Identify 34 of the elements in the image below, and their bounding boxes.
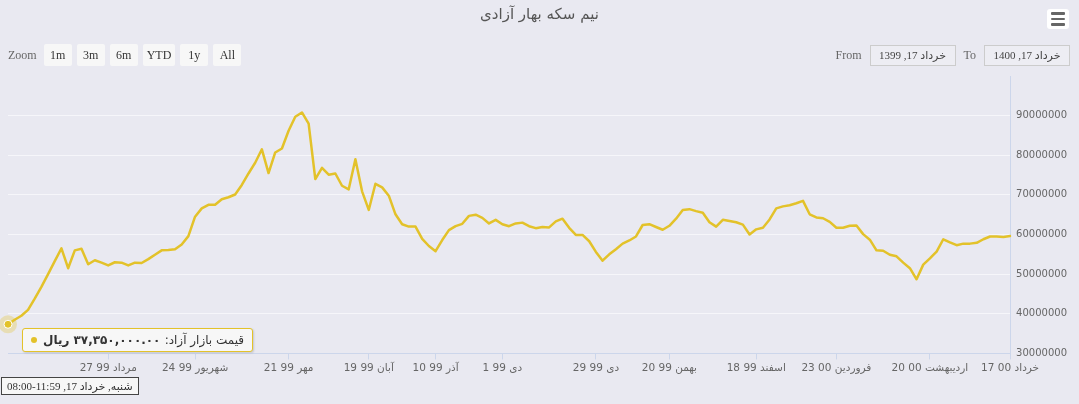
range-button: YTD (142, 44, 176, 66)
x-tick-label: 20 بهمن 99 (641, 361, 698, 375)
text: From (835, 47, 862, 62)
tooltip: قیمت بازار آزاد: ۳۷,۳۵۰,۰۰۰.۰۰ ریال (22, 328, 254, 353)
y-tick-label: 70000000 (1016, 188, 1068, 200)
x-tick-label: 17 خرداد 00 (981, 361, 1040, 375)
x-tick-label: 27 مرداد 99 (79, 361, 137, 375)
y-tick-label: 60000000 (1016, 228, 1068, 240)
text: Zoom (8, 47, 37, 62)
date-field: خرداد 17, 1399 (869, 44, 956, 66)
range-button: All (213, 44, 242, 66)
y-tick-label: 30000000 (1016, 346, 1068, 358)
chart-title: نیم سکه بهار آزادی (480, 5, 599, 23)
range-button: 1m (43, 44, 72, 66)
date-tooltip: شنبه, خرداد 17, 11:59-08:00 (1, 377, 139, 396)
range-button: 3m (76, 44, 105, 66)
x-tick-label: 21 مهر 99 (263, 361, 314, 375)
x-tick-label: 1 دی 99 (482, 361, 523, 374)
y-tick-label: 80000000 (1016, 148, 1068, 160)
x-tick-label: 29 دی 99 (572, 361, 620, 374)
range-button: 1y (180, 44, 209, 66)
x-tick-label: 24 شهریور 99 (161, 361, 229, 375)
range-button: 6m (109, 44, 138, 66)
x-tick-label: 23 فروردین 00 (801, 361, 872, 375)
y-tick-label: 40000000 (1016, 307, 1068, 319)
y-tick-label: 50000000 (1016, 267, 1068, 279)
y-tick-label: 90000000 (1016, 109, 1068, 121)
x-tick-label: 10 آذر 99 (412, 361, 460, 375)
text: To (963, 47, 976, 62)
x-tick-label: 20 اردیبهشت 00 (891, 361, 969, 375)
x-tick-label: 18 اسفند 99 (726, 361, 786, 374)
x-tick-label: 19 آبان 99 (343, 361, 395, 374)
date-field: خرداد 17, 1400 (984, 44, 1070, 66)
annotation: قیمت بازار آزاد: ۳۷,۳۵۰,۰۰۰.۰۰ ریال (43, 333, 245, 348)
